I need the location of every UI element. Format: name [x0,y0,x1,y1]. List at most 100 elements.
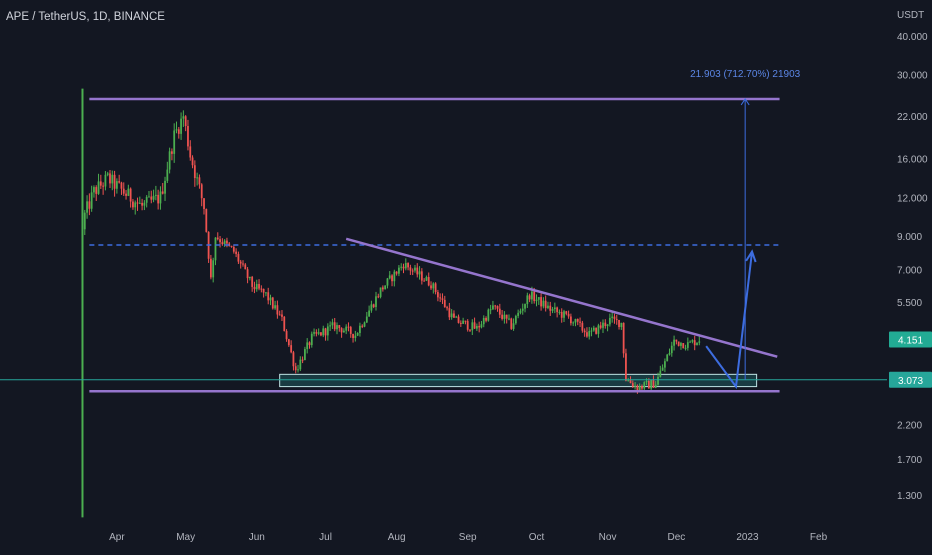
candle-body [388,275,391,279]
candle-body [583,330,586,333]
price-tick-label: 5.500 [897,298,922,309]
candle-body [86,201,88,213]
candle-body [521,308,524,311]
candle-body [647,381,650,389]
candle-body [285,331,288,340]
candle-body [519,310,522,313]
candle-body [670,345,673,354]
price-tag-bg [889,331,932,348]
candle-body [90,192,93,209]
price-tag-label: 3.073 [898,376,923,387]
candle-body [650,380,653,389]
candle-body [212,260,215,278]
candle-body [109,173,111,184]
candle-body [379,287,382,297]
candle-body [604,322,607,327]
projection-arrowhead [745,249,757,263]
candle-body [544,300,547,309]
candle-body [471,322,474,331]
candle-body [464,320,467,322]
candle-body [115,181,118,189]
candle-body [641,386,643,389]
candle-body [398,267,400,274]
candle-body [310,333,313,346]
candle-body [219,239,221,243]
candle-body [287,339,290,346]
candle-body [547,305,549,309]
candle-body [510,318,513,329]
candle-body [171,151,173,154]
candle-body [517,312,520,316]
candle-body [563,311,565,318]
candle-body [150,196,153,200]
candle-body [294,366,297,371]
candle-body [636,385,639,391]
candle-body [196,177,199,179]
candle-body [381,287,384,290]
candle-body [221,242,224,245]
candle-body [93,187,95,193]
candle-body [164,180,166,194]
candle-body [347,326,350,328]
support-zone [279,373,758,388]
candle-body [99,181,102,186]
candle-body [113,174,116,189]
candle-body [136,202,139,204]
candle-body [251,276,254,287]
time-tick-label: Sep [459,532,477,543]
candle-body [567,313,570,317]
candle-body [531,291,533,300]
candle-body [159,191,162,204]
descending-trendline [345,237,778,358]
candles-layer [81,88,701,518]
time-tick-label: Feb [810,532,828,543]
candle-body [143,202,146,206]
candle-body [505,314,508,319]
candle-body [400,266,403,268]
candle-body [629,380,632,384]
candle-body [157,194,160,204]
candle-body [129,188,132,202]
candle-body [441,298,444,300]
candle-body [246,269,249,279]
candle-body [526,295,529,305]
candle-body [276,305,279,315]
candle-body [659,370,662,377]
candle-body [680,343,682,346]
candle-body [313,332,315,334]
candle-body [684,347,687,349]
price-tick-label: 22.000 [897,112,928,123]
candle-body [540,297,542,307]
candle-body [326,326,329,336]
candle-body [496,306,499,309]
candle-body [439,297,442,299]
candle-body [214,237,217,261]
candle-body [265,292,267,294]
time-tick-label: 2023 [736,532,759,543]
candle-body [487,309,490,321]
candle-body [664,361,666,368]
candle-body [281,314,283,317]
time-axis: Apr May Jun Jul Aug Sep Oct Nov Dec 2023 Feb [109,532,827,543]
candle-body [514,315,517,324]
candle-body [118,181,121,183]
candle-body [88,201,91,209]
candle-body [359,325,361,333]
price-tick-label: 2.200 [897,421,922,432]
candle-body [696,342,698,346]
target-measure-arrowhead [740,98,750,106]
candle-body [581,322,584,331]
drawings-layer: 21.903 (712.70%) 21903 [0,69,887,393]
candle-body [242,263,244,265]
candle-body [634,385,636,387]
candle-body [528,295,531,300]
price-tick-label: 30.000 [897,71,928,82]
candle-body [668,353,671,355]
candle-body [434,283,437,293]
candle-body [482,318,485,325]
candle-body [111,174,114,184]
candle-body [173,130,176,154]
